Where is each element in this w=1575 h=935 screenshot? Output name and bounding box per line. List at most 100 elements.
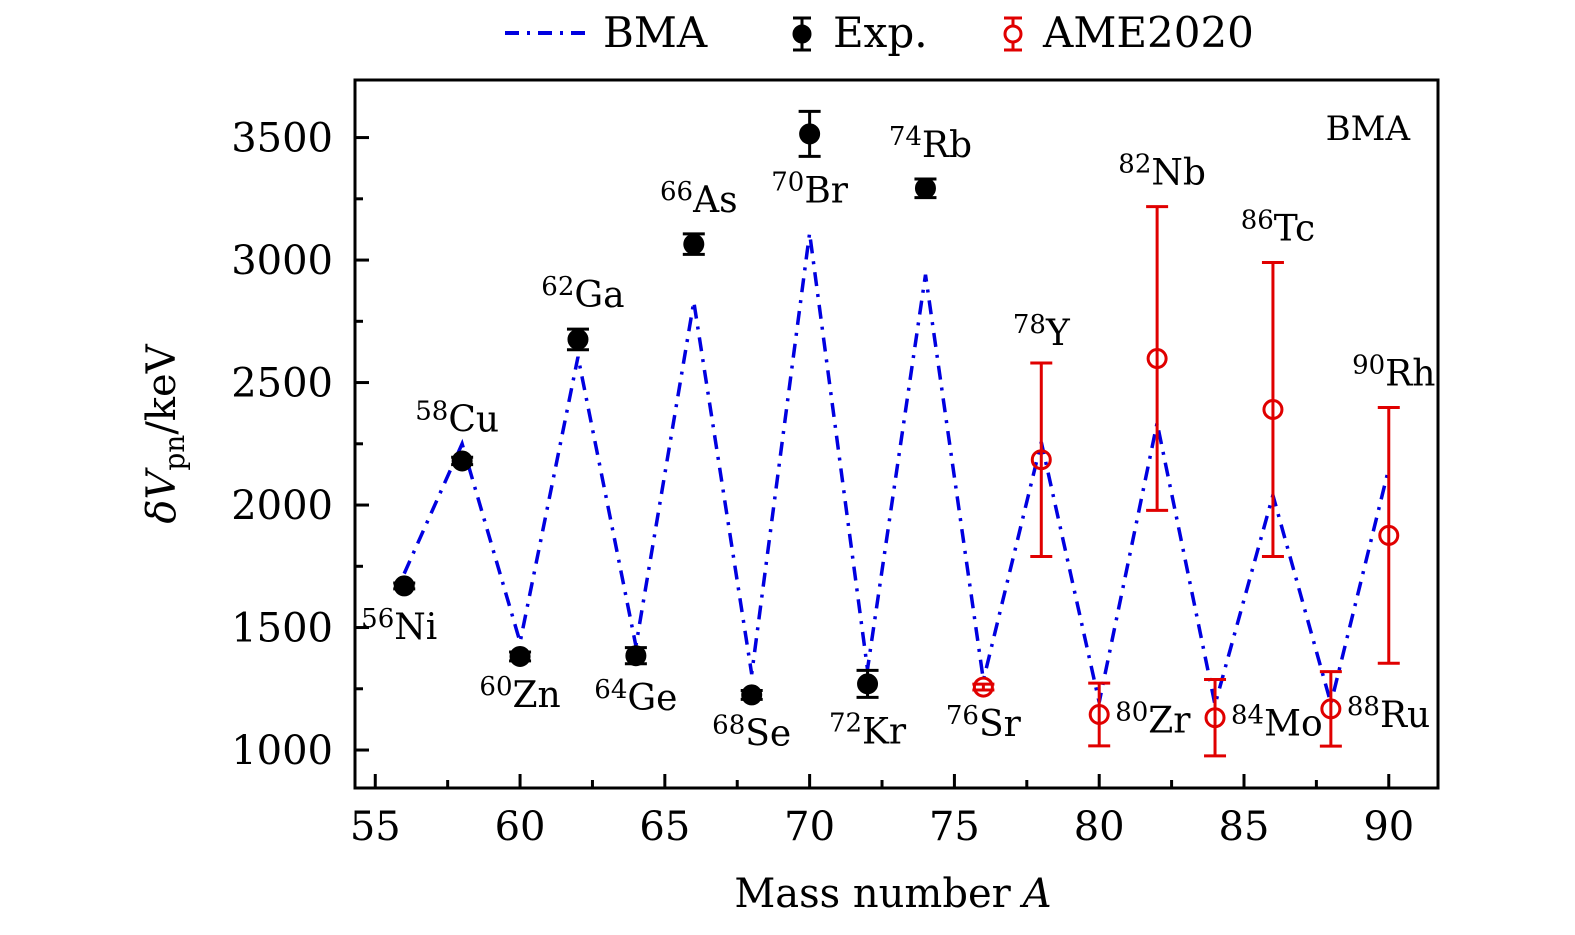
mass-number: 58: [415, 396, 448, 426]
mass-number: 82: [1118, 150, 1151, 180]
y-axis-title-subscript: pn: [158, 435, 191, 471]
isotope-label-cu: 58Cu: [415, 396, 499, 440]
legend-exp-swatch: [792, 16, 812, 52]
legend-bma-label: BMA: [603, 8, 708, 57]
data-point-br: [798, 109, 821, 158]
y-axis-title: δVpn/keV: [139, 343, 191, 523]
x-tick-label: 75: [929, 804, 980, 850]
data-point-sr: [972, 676, 995, 698]
data-point-se: [740, 684, 763, 706]
exp-marker: [741, 684, 763, 706]
mass-number: 60: [479, 672, 512, 702]
x-tick-label: 90: [1363, 804, 1414, 850]
x-tick-label: 80: [1074, 804, 1125, 850]
element-symbol: Nb: [1151, 153, 1206, 194]
element-symbol: Sr: [979, 704, 1022, 745]
isotope-label-rb: 74Rb: [889, 122, 972, 166]
ame2020-marker: [1378, 524, 1400, 546]
data-point-ga: [566, 327, 589, 352]
mass-number: 68: [712, 710, 745, 740]
exp-marker: [567, 328, 589, 350]
bma-series: [402, 232, 1391, 711]
x-tick-label: 85: [1219, 804, 1270, 850]
isotope-label-br: 70Br: [771, 167, 849, 211]
isotope-label-sr: 76Sr: [946, 701, 1022, 745]
y-tick-label: 2000: [231, 483, 333, 529]
ame2020-marker: [972, 676, 994, 698]
y-axis-title-unit: /keV: [139, 343, 185, 434]
legend-ame-label: AME2020: [1042, 8, 1254, 57]
data-point-tc: [1261, 261, 1284, 558]
element-symbol: As: [692, 180, 737, 221]
element-symbol: Ge: [627, 678, 677, 719]
ame2020-marker: [1320, 698, 1342, 720]
data-point-ni: [393, 575, 416, 597]
isotope-label-ru: 88Ru: [1347, 692, 1430, 736]
x-axis-title-variable: A: [1019, 871, 1052, 917]
data-point-kr: [856, 668, 879, 699]
element-symbol: Ga: [574, 275, 624, 316]
element-symbol: Ru: [1380, 695, 1430, 736]
data-point-mo: [1204, 677, 1227, 758]
exp-marker: [683, 233, 705, 255]
exp-series: [393, 109, 937, 706]
data-point-rb: [914, 177, 937, 200]
isotope-label-as: 66As: [660, 177, 738, 221]
data-point-zr: [1088, 681, 1111, 748]
element-symbol: Se: [745, 713, 791, 754]
mass-number: 78: [1013, 310, 1046, 340]
exp-marker: [625, 645, 647, 667]
data-point-as: [682, 232, 705, 256]
y-tick-label: 1000: [231, 728, 333, 774]
exp-marker: [393, 575, 415, 597]
isotope-label-y: 78Y: [1013, 310, 1071, 354]
legend-open-marker: [1003, 24, 1023, 44]
isotope-label-rh: 90Rh: [1352, 351, 1435, 395]
legend: BMA Exp. AME2020: [505, 8, 1254, 57]
ame2020-marker: [1030, 449, 1052, 471]
x-tick-label: 70: [784, 804, 835, 850]
element-symbol: Zn: [513, 675, 561, 716]
data-point-rh: [1377, 406, 1400, 665]
element-symbol: Kr: [862, 711, 907, 752]
exp-marker: [509, 645, 531, 667]
data-point-y: [1030, 361, 1053, 558]
x-axis-title-text: Mass number: [734, 871, 1011, 917]
x-axis-title: Mass number A: [734, 871, 1051, 917]
legend-exp-label: Exp.: [833, 8, 928, 57]
mass-number: 84: [1231, 701, 1264, 731]
element-symbol: Br: [804, 170, 848, 211]
x-axis: 55 60 65 70 75 80 85 90: [350, 774, 1414, 850]
ame2020-marker: [1204, 707, 1226, 729]
isotope-label-ga: 62Ga: [541, 272, 624, 316]
exp-marker: [451, 450, 473, 472]
element-symbol: Rb: [922, 125, 972, 166]
ame2020-marker: [1146, 348, 1168, 370]
mass-number: 88: [1347, 692, 1380, 722]
isotope-label-zr: 80Zr: [1115, 698, 1191, 742]
mass-number: 72: [829, 708, 862, 738]
data-point-cu: [451, 450, 474, 472]
isotope-label-ni: 56Ni: [361, 604, 437, 648]
element-symbol: Y: [1045, 313, 1071, 354]
element-symbol: Tc: [1274, 209, 1315, 250]
ame2020-marker: [1262, 399, 1284, 421]
x-tick-label: 55: [350, 804, 401, 850]
data-point-ru: [1319, 670, 1342, 748]
mass-number: 76: [946, 701, 979, 731]
isotope-label-se: 68Se: [712, 710, 791, 754]
isotope-label-nb: 82Nb: [1118, 150, 1206, 194]
y-tick-label: 3000: [231, 238, 333, 284]
isotope-label-mo: 84Mo: [1231, 701, 1323, 745]
ame2020-series: [972, 205, 1400, 758]
isotope-label-ge: 64Ge: [594, 675, 677, 719]
mass-number: 70: [771, 167, 804, 197]
mass-number: 56: [361, 604, 394, 634]
element-symbol: Cu: [448, 399, 499, 440]
exp-marker: [857, 673, 879, 695]
mass-number: 86: [1241, 206, 1274, 236]
element-symbol: Mo: [1264, 704, 1323, 745]
mass-number: 80: [1115, 698, 1148, 728]
isotope-label-tc: 86Tc: [1241, 206, 1315, 250]
